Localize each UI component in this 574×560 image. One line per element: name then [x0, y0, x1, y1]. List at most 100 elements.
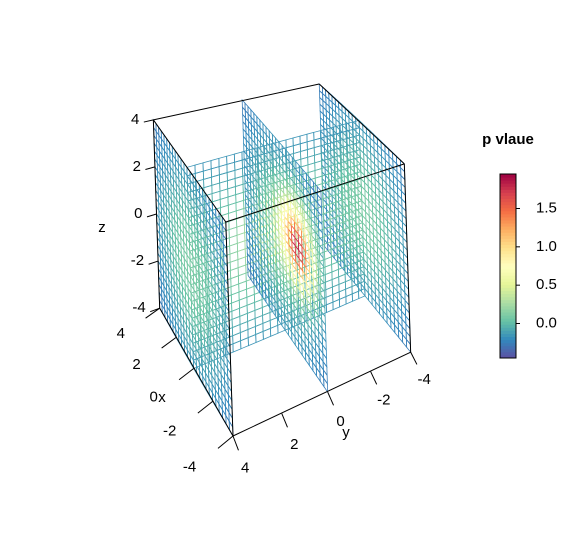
box-edge: [403, 163, 412, 353]
colorbar-swatch: [500, 299, 516, 304]
surface-cell: [219, 196, 229, 209]
colorbar-swatch: [500, 216, 516, 221]
surface-cell: [220, 204, 229, 217]
box-edge: [318, 83, 405, 165]
z-tick-label: 2: [133, 158, 141, 175]
surface-cell: [194, 162, 204, 174]
colorbar-swatch: [500, 302, 516, 307]
x-axis-label: x: [158, 389, 166, 406]
colorbar-swatch: [500, 333, 516, 338]
box-edge: [159, 307, 234, 437]
z-tick: [145, 166, 156, 170]
box-edge: [232, 351, 411, 437]
colorbar-swatch: [500, 259, 516, 264]
colorbar-swatch: [500, 327, 516, 331]
colorbar-tick-label: 0.5: [536, 276, 557, 293]
colorbar-swatch: [500, 330, 516, 334]
colorbar-swatch: [500, 250, 516, 255]
box-edge: [153, 83, 320, 121]
colorbar-swatch: [500, 183, 516, 187]
colorbar-swatch: [500, 247, 516, 252]
colorbar-swatch: [500, 256, 516, 261]
surface-cell: [218, 155, 228, 168]
z-tick: [146, 213, 157, 218]
colorbar-swatch: [500, 351, 516, 356]
colorbar-swatch: [500, 174, 516, 178]
colorbar-swatch: [500, 354, 516, 359]
colorbar-swatch: [500, 238, 516, 242]
z-tick-label: 0: [134, 205, 142, 222]
colorbar: 0.0 0.5 1.0 1.5: [499, 173, 557, 359]
colorbar-swatch: [500, 269, 516, 273]
colorbar-swatch: [500, 210, 516, 215]
z-tick: [148, 260, 159, 265]
box-edge: [225, 163, 405, 223]
colorbar-swatch: [500, 318, 516, 322]
surface-cell: [241, 149, 251, 161]
colorbar-swatch: [500, 213, 516, 218]
y-tick-label: 0: [336, 413, 344, 430]
colorbar-swatch: [500, 284, 516, 288]
colorbar-swatch: [500, 266, 516, 270]
z-tick-label: 4: [131, 111, 139, 128]
colorbar-swatch: [500, 189, 516, 193]
colorbar-swatch: [500, 312, 516, 316]
colorbar-swatch: [500, 348, 516, 353]
surface-cell: [243, 197, 252, 210]
colorbar-swatch: [500, 275, 516, 279]
surface-cell: [227, 202, 237, 214]
z-tick: [143, 119, 154, 123]
colorbar-swatch: [500, 278, 516, 282]
colorbar-title: p vlaue: [482, 131, 534, 148]
colorbar-swatch: [500, 195, 516, 200]
surface-cell: [202, 160, 212, 172]
y-tick: [281, 413, 288, 428]
x-tick: [145, 307, 160, 319]
colorbar-swatch: [500, 229, 516, 233]
colorbar-swatch: [500, 207, 516, 212]
x-tick-label: 2: [132, 356, 140, 373]
z-axis-label: z: [98, 219, 106, 236]
x-tick: [197, 400, 213, 414]
colorbar-swatch: [500, 324, 516, 328]
colorbar-swatch: [500, 253, 516, 258]
colorbar-swatch: [500, 342, 516, 347]
colorbar-swatch: [500, 287, 516, 292]
x-tick: [217, 435, 234, 449]
colorbar-swatch: [500, 180, 516, 184]
y-tick-label: 4: [241, 459, 249, 476]
colorbar-swatch: [500, 177, 516, 181]
surface-cell: [292, 135, 301, 147]
y-tick: [410, 351, 418, 365]
colorbar-swatch: [500, 281, 516, 285]
colorbar-swatch: [500, 232, 516, 236]
box-edge: [152, 119, 227, 223]
colorbar-swatch: [500, 315, 516, 319]
colorbar-swatch: [500, 339, 516, 344]
colorbar-swatch: [500, 192, 516, 196]
surface-cell: [299, 133, 308, 145]
surface-cell: [241, 98, 246, 112]
colorbar-swatch: [500, 204, 516, 209]
x-tick: [161, 337, 177, 349]
colorbar-swatch: [500, 235, 516, 239]
z-tick-label: -4: [132, 299, 145, 316]
y-tick: [327, 391, 335, 406]
surface-cell: [186, 164, 196, 177]
colorbar-swatch: [500, 293, 516, 298]
colorbar-swatch: [500, 305, 516, 310]
colorbar-swatch: [500, 223, 516, 227]
colorbar-swatch: [500, 241, 516, 246]
x-tick-label: 0: [150, 388, 158, 405]
colorbar-swatch: [500, 262, 516, 267]
x-tick: [178, 368, 194, 381]
x-tick-label: -4: [183, 458, 196, 475]
colorbar-swatch: [500, 308, 516, 313]
colorbar-tick-label: 1.5: [536, 199, 557, 216]
surface-cell: [235, 199, 245, 212]
surface-cell: [227, 194, 237, 206]
colorbar-swatch: [500, 290, 516, 295]
colorbar-swatch: [500, 198, 516, 203]
x-tick-label: -2: [163, 422, 176, 439]
